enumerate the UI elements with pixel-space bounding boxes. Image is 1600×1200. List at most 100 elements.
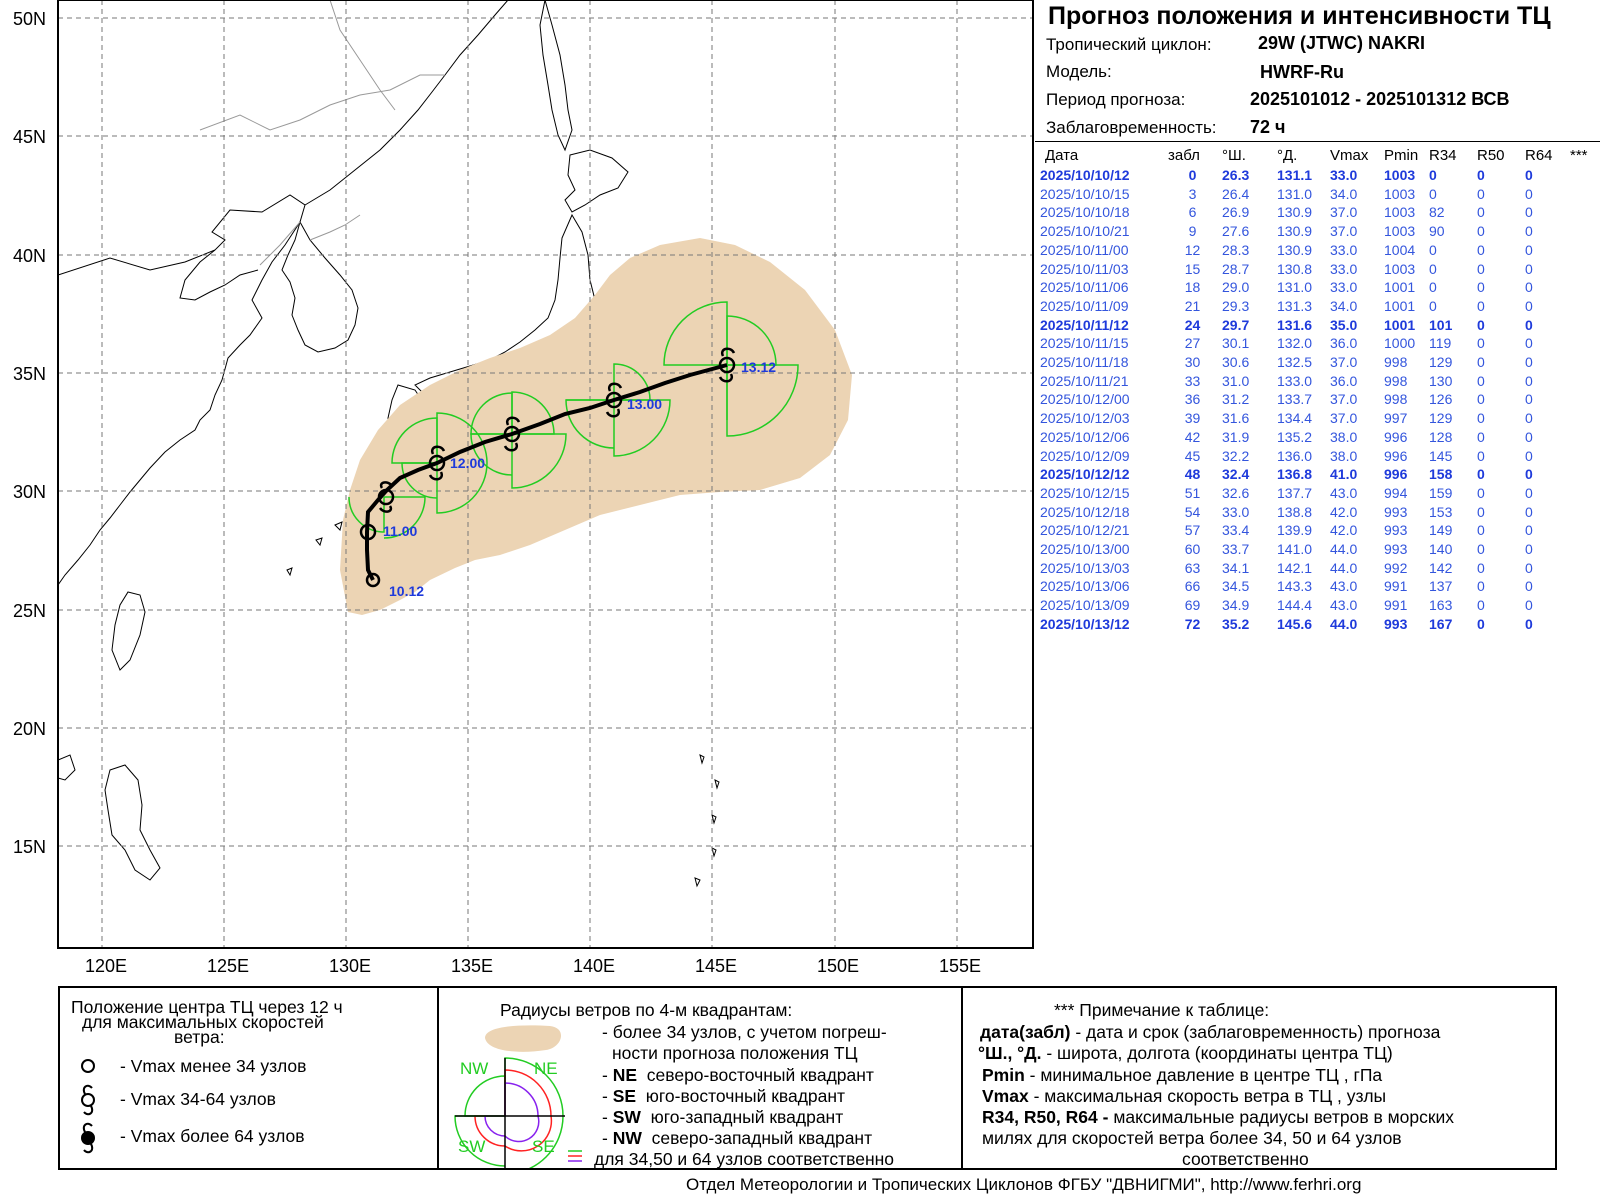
cell-lon: 143.3	[1277, 578, 1313, 595]
legend1-item2: - Vmax 34-64 узлов	[120, 1089, 276, 1109]
cell-r64: 0	[1525, 522, 1533, 539]
cell-r64: 0	[1525, 503, 1533, 520]
col-pmin: Pmin	[1384, 147, 1419, 164]
footer-credit: Отдел Метеорологии и Тропических Циклоно…	[686, 1175, 1362, 1194]
legend1-item1: - Vmax менее 34 узлов	[120, 1056, 307, 1076]
cell-r50: 0	[1477, 410, 1485, 427]
cell-pmin: 1003	[1384, 223, 1416, 240]
cell-vmax: 35.0	[1330, 316, 1358, 333]
cell-lon: 135.2	[1277, 428, 1313, 445]
lat-label-15n: 15N	[13, 837, 46, 857]
cell-vmax: 44.0	[1330, 559, 1358, 576]
legend1-title: Положение центра ТЦ через 12 ч для макси…	[70, 997, 343, 1047]
cell-date: 2025/10/10/15	[1040, 185, 1130, 202]
table-row: 2025/10/12/03 39 31.6 134.4 37.0 997 129 0 0	[1040, 409, 1600, 428]
legend3-line6: милях для скоростей ветра более 34, 50 и…	[982, 1128, 1402, 1148]
legend2-cone-line1: - более 34 узлов, с учетом погреш-	[602, 1022, 887, 1042]
cell-lon: 132.5	[1277, 354, 1313, 371]
cell-lat: 30.1	[1222, 335, 1250, 352]
cell-lead: 72	[1184, 615, 1201, 632]
cell-note	[1570, 484, 1600, 503]
legend1-item3: - Vmax более 64 узлов	[120, 1126, 305, 1146]
cell-lead: 33	[1184, 372, 1201, 389]
col-lon: °Д.	[1277, 147, 1298, 164]
cell-lat: 27.6	[1222, 223, 1250, 240]
cell-vmax: 43.0	[1330, 597, 1358, 614]
cell-vmax: 37.0	[1330, 410, 1358, 427]
cell-note	[1570, 409, 1600, 428]
cell-r64: 0	[1525, 447, 1533, 464]
storm-positions	[359, 347, 736, 588]
cell-r64: 0	[1525, 316, 1533, 333]
cell-r64: 0	[1525, 204, 1533, 221]
cell-r64: 0	[1525, 297, 1533, 314]
cell-lat: 31.2	[1222, 391, 1250, 408]
cell-r34: 128	[1429, 428, 1453, 445]
cell-r64: 0	[1525, 428, 1533, 445]
cell-date: 2025/10/12/21	[1040, 522, 1130, 539]
table-row: 2025/10/12/09 45 32.2 136.0 38.0 996 145 0 0	[1040, 447, 1600, 466]
cell-r50: 0	[1477, 260, 1485, 277]
ts-position-24h	[377, 481, 395, 513]
cell-r50: 0	[1477, 372, 1485, 389]
cell-lon: 130.8	[1277, 260, 1313, 277]
legend3-text2: - широта, долгота (координаты центра ТЦ)	[1041, 1043, 1393, 1063]
cell-pmin: 1003	[1384, 204, 1416, 221]
cell-lon: 130.9	[1277, 204, 1313, 221]
cell-r50: 0	[1477, 484, 1485, 501]
cell-r34: 0	[1429, 297, 1437, 314]
cell-lat: 31.0	[1222, 372, 1250, 389]
legend2-se-key: SE	[612, 1086, 637, 1106]
cell-lat: 26.3	[1222, 167, 1250, 183]
uncertainty-cone	[340, 238, 852, 615]
cell-lead: 27	[1184, 335, 1201, 352]
cell-lead: 42	[1184, 428, 1201, 445]
weak-storm-icon	[81, 1059, 95, 1073]
cell-lat: 34.9	[1222, 597, 1250, 614]
cell-note	[1570, 577, 1600, 596]
point-label-2: 12.00	[450, 455, 485, 471]
table-row: 2025/10/10/12 0 26.3 131.1 33.0 1003 0 0 0	[1040, 166, 1600, 185]
lat-label-50n: 50N	[13, 9, 46, 29]
cell-date: 2025/10/12/12	[1040, 466, 1130, 483]
cell-lat: 31.9	[1222, 428, 1250, 445]
cell-vmax: 44.0	[1330, 615, 1358, 632]
cell-r34: 130	[1429, 372, 1453, 389]
table-row: 2025/10/10/18 6 26.9 130.9 37.0 1003 82 0 0	[1040, 203, 1600, 222]
cell-r34: 140	[1429, 541, 1453, 558]
cell-date: 2025/10/13/09	[1040, 597, 1130, 614]
cell-note	[1570, 428, 1600, 447]
cell-note	[1570, 353, 1600, 372]
table-row: 2025/10/13/00 60 33.7 141.0 44.0 993 140 0 0	[1040, 540, 1600, 559]
cell-lead: 0	[1188, 167, 1197, 183]
cell-r34: 126	[1429, 391, 1453, 408]
legend3-line4: Vmax - максимальная скорость ветра в ТЦ …	[982, 1086, 1386, 1107]
cell-vmax: 43.0	[1330, 578, 1358, 595]
cell-lon: 132.0	[1277, 335, 1313, 352]
cell-date: 2025/10/11/18	[1040, 354, 1129, 371]
cell-r34: 101	[1429, 316, 1453, 333]
cell-lon: 130.9	[1277, 223, 1313, 240]
cell-r34: 90	[1429, 223, 1445, 240]
cell-r64: 0	[1525, 541, 1533, 558]
cell-lat: 33.0	[1222, 503, 1250, 520]
cell-lon: 139.9	[1277, 522, 1313, 539]
cell-lead: 54	[1184, 503, 1201, 520]
cell-r64: 0	[1525, 260, 1533, 277]
cell-pmin: 998	[1384, 372, 1408, 389]
cell-pmin: 1001	[1384, 297, 1416, 314]
legend1-title-line1: Положение центра ТЦ через 12 ч	[71, 997, 343, 1017]
cell-note	[1570, 278, 1600, 297]
col-note: ***	[1570, 147, 1588, 164]
cell-lat: 26.9	[1222, 204, 1250, 221]
cell-lat: 30.6	[1222, 354, 1250, 371]
cell-r64: 0	[1525, 578, 1533, 595]
table-header-row: Дата забл °Ш. °Д. Vmax Pmin R34 R50 R64 …	[1040, 146, 1600, 166]
legend1-title-line3: ветра:	[174, 1027, 225, 1047]
legend2-nw-row: - NW северо-западный квадрант	[602, 1128, 873, 1148]
cell-pmin: 994	[1384, 484, 1408, 501]
col-r34: R34	[1429, 147, 1457, 164]
cell-pmin: 1001	[1384, 316, 1416, 333]
legend3-key5: R34, R50, R64 -	[982, 1107, 1109, 1127]
table-row: 2025/10/12/06 42 31.9 135.2 38.0 996 128 0 0	[1040, 428, 1600, 447]
